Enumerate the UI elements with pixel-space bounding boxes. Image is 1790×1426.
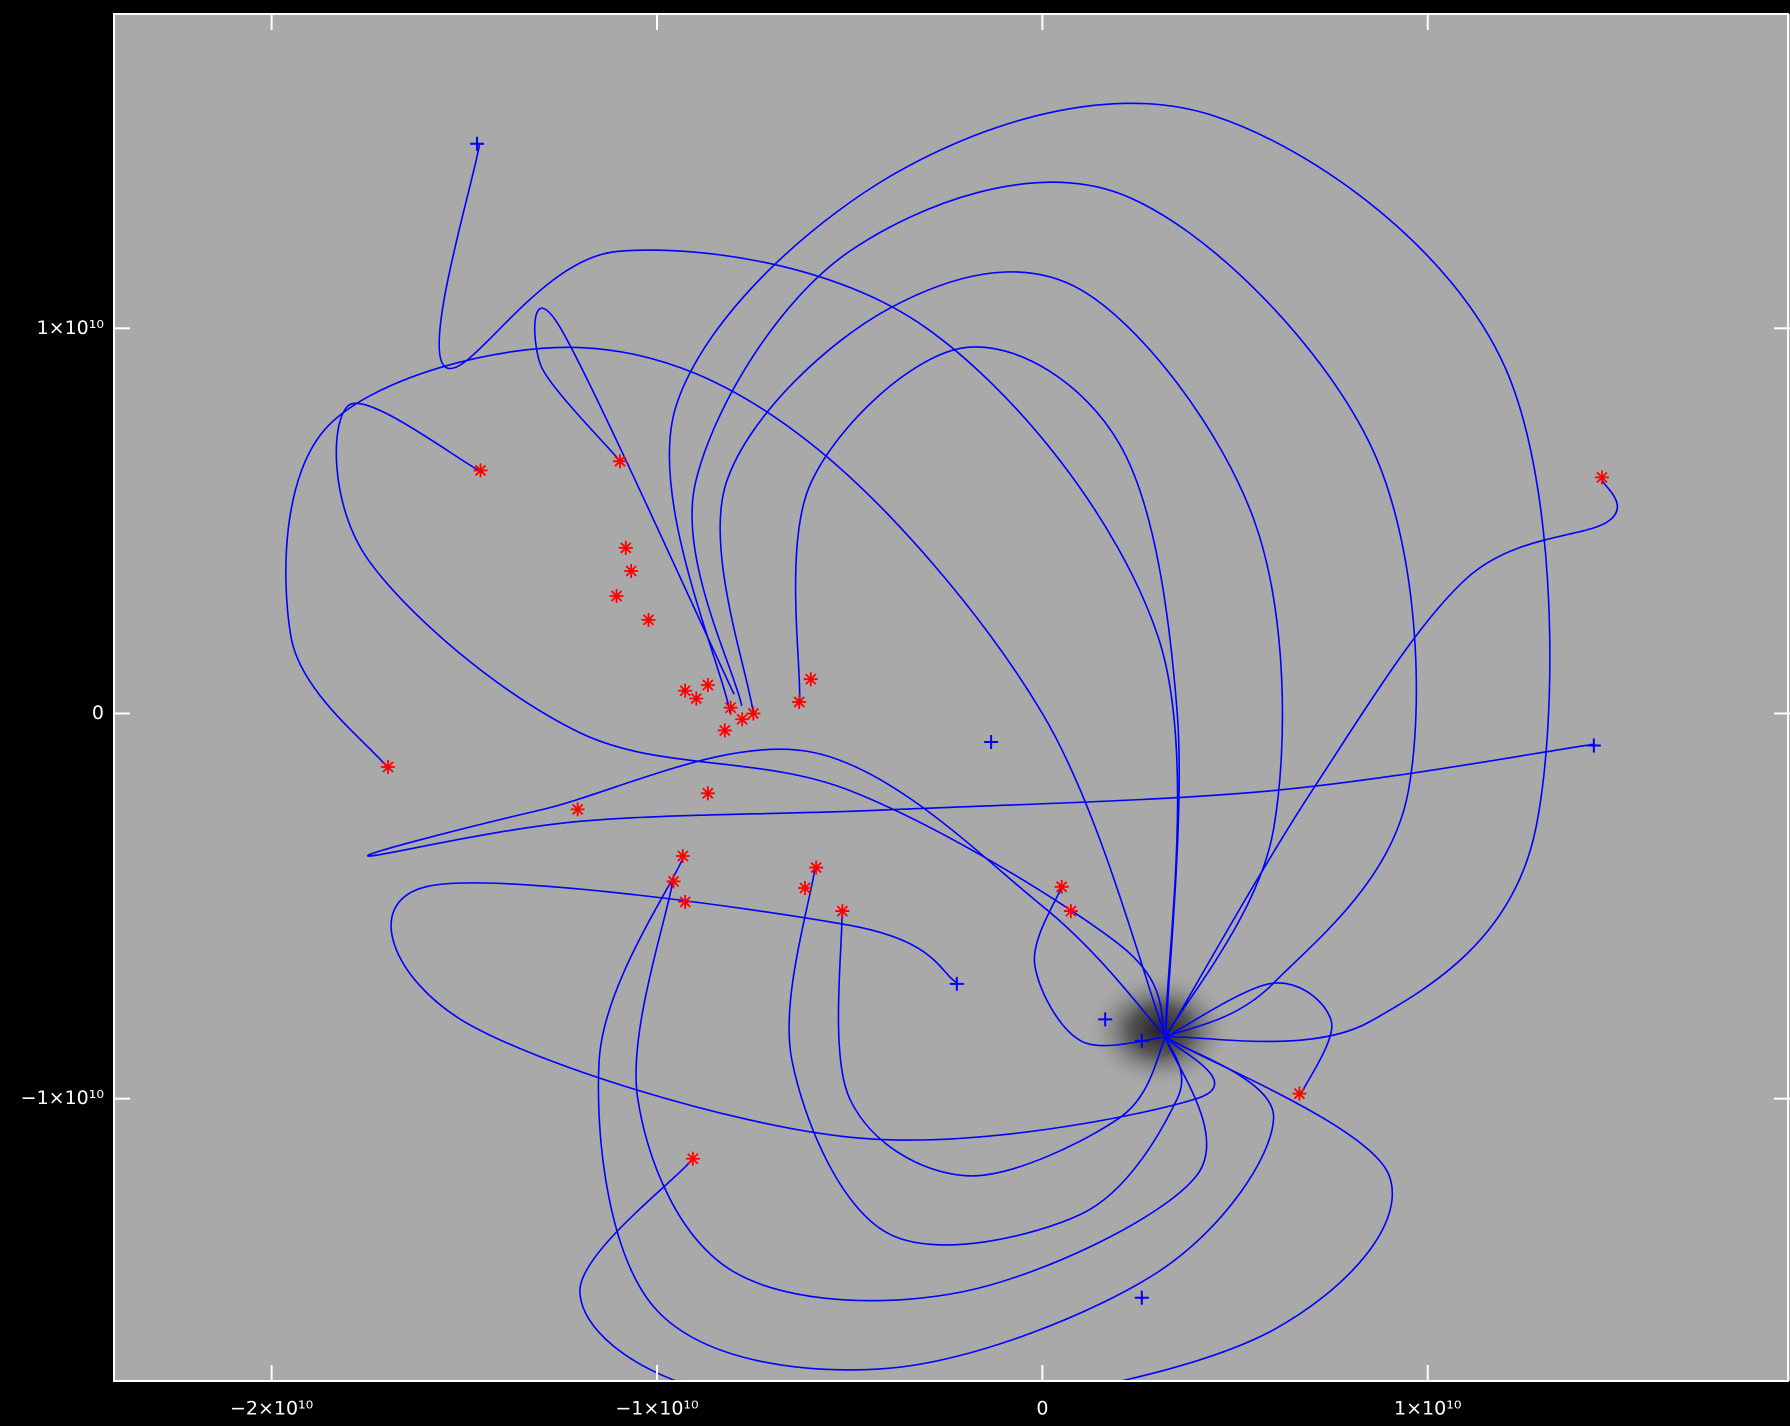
footpoint (723, 700, 738, 715)
footpoint (1594, 470, 1609, 485)
field-line (1165, 478, 1618, 1038)
field-line (1033, 886, 1166, 1047)
footpoint (675, 849, 690, 864)
x-tick-label: −2×10¹⁰ (230, 1398, 313, 1420)
footpoint (792, 694, 807, 709)
y-tick-label: −1×10¹⁰ (21, 1087, 104, 1109)
footpoint (700, 786, 715, 801)
x-tick-label: 1×10¹⁰ (1394, 1398, 1461, 1420)
field-line (1165, 982, 1333, 1096)
footpoint (381, 760, 396, 775)
footpoint (624, 563, 639, 578)
frame (113, 13, 1789, 1382)
y-tick-label: 0 (92, 702, 104, 724)
endpoint (1586, 738, 1601, 753)
field-line (837, 909, 1167, 1177)
footpoint (678, 683, 693, 698)
footpoint (678, 894, 693, 909)
footpoint (1292, 1086, 1307, 1101)
footpoint (700, 677, 715, 692)
footpoint (1063, 904, 1078, 919)
x-tick-label: −1×10¹⁰ (615, 1398, 698, 1420)
footpoint (746, 706, 761, 721)
endpoint (1134, 1033, 1149, 1048)
field-line (597, 855, 1275, 1371)
footpoint (797, 880, 812, 895)
footpoint (609, 589, 624, 604)
footpoint (835, 904, 850, 919)
endpoint (1134, 1290, 1149, 1305)
footpoint (570, 802, 585, 817)
footpoint (689, 691, 704, 706)
endpoint (984, 734, 999, 749)
footpoint (809, 860, 824, 875)
magnetogram (114, 14, 1790, 1381)
field-line (579, 1036, 1394, 1381)
field-line (794, 346, 1180, 1038)
endpoint (470, 136, 485, 151)
field-line (285, 346, 1167, 1038)
field-line (335, 402, 1167, 1038)
footpoint (612, 454, 627, 469)
field-line (691, 181, 1418, 1038)
x-tick-label: 0 (1036, 1398, 1048, 1420)
field-line (367, 743, 1594, 1038)
footpoint (618, 540, 633, 555)
footpoint (685, 1151, 700, 1166)
footpoint (1054, 879, 1069, 894)
field-line (719, 271, 1284, 1038)
endpoint (949, 976, 964, 991)
footpoint (473, 463, 488, 478)
field-line (390, 882, 1216, 1141)
y-tick-label: 1×10¹⁰ (37, 317, 104, 339)
endpoint (1098, 1012, 1113, 1027)
footpoint (717, 723, 732, 738)
field-line (635, 882, 1208, 1302)
footpoint (666, 874, 681, 889)
plot-area (285, 102, 1618, 1381)
footpoint (803, 672, 818, 687)
field-line (533, 307, 735, 695)
footpoint (735, 712, 750, 727)
footpoint (641, 612, 656, 627)
